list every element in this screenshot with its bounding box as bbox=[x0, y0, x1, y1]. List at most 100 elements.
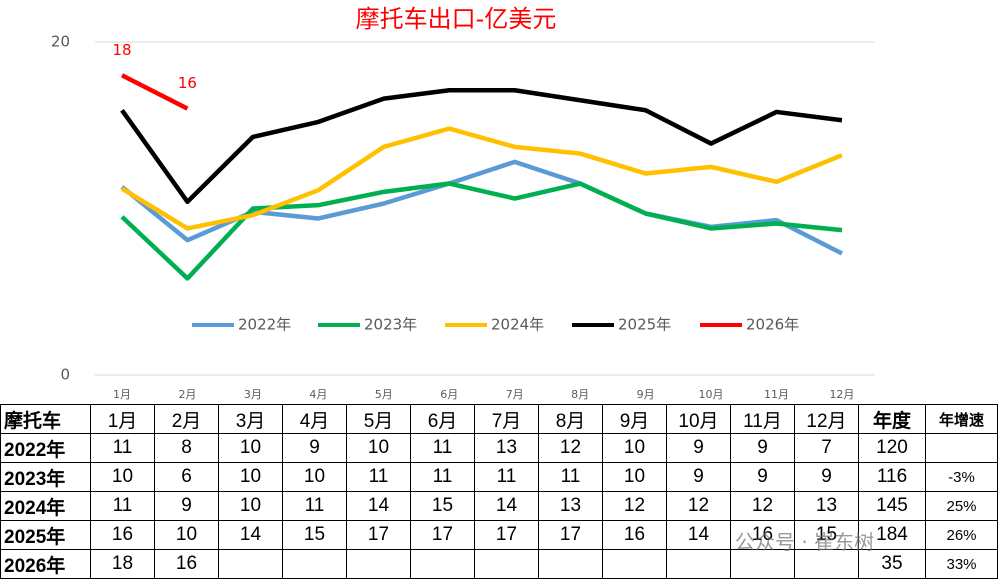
x-tick-label: 3月 bbox=[244, 388, 262, 401]
y-tick-label: 20 bbox=[51, 33, 70, 51]
table-cell: 17 bbox=[474, 520, 539, 550]
table-cell: 16 bbox=[730, 520, 795, 550]
table-cell: 16 bbox=[90, 520, 155, 550]
table-cell: 15 bbox=[410, 491, 475, 521]
legend-label: 2022年 bbox=[238, 316, 291, 334]
table-cell bbox=[346, 549, 411, 579]
table-cell: 15 bbox=[282, 520, 347, 550]
data-label: 18 bbox=[112, 41, 131, 59]
table-cell: 13 bbox=[474, 433, 539, 463]
table-cell: 13 bbox=[538, 491, 603, 521]
table-cell: 184 bbox=[858, 520, 926, 550]
x-tick-label: 1月 bbox=[113, 388, 131, 401]
table-cell bbox=[282, 549, 347, 579]
table-cell: 11 bbox=[410, 433, 475, 463]
table-cell: 2026年 bbox=[0, 549, 91, 579]
table-cell: 12 bbox=[538, 433, 603, 463]
table-cell: 12 bbox=[602, 491, 667, 521]
table-cell: 12 bbox=[730, 491, 795, 521]
table-cell: 2024年 bbox=[0, 491, 91, 521]
table-cell: 14 bbox=[218, 520, 283, 550]
table-cell: 10 bbox=[602, 462, 667, 492]
table-cell: 2025年 bbox=[0, 520, 91, 550]
legend-label: 2025年 bbox=[618, 316, 671, 334]
legend-label: 2026年 bbox=[746, 316, 799, 334]
table-row: 2023年 10 6 10 10 11 11 11 11 10 9 9 9 116 -3% bbox=[0, 462, 998, 492]
table-cell: 14 bbox=[474, 491, 539, 521]
table-cell: 17 bbox=[410, 520, 475, 550]
table-cell: 25% bbox=[925, 491, 998, 521]
table-cell: 9 bbox=[666, 462, 731, 492]
table-cell: 13 bbox=[794, 491, 859, 521]
x-tick-label: 8月 bbox=[571, 388, 589, 401]
table-cell bbox=[666, 549, 731, 579]
series-line bbox=[120, 88, 843, 205]
table-cell: 3月 bbox=[218, 404, 283, 434]
table-cell: 9 bbox=[730, 433, 795, 463]
table-cell: 10 bbox=[602, 433, 667, 463]
table-cell: 11 bbox=[346, 462, 411, 492]
table-cell: 16 bbox=[154, 549, 219, 579]
table-cell: 120 bbox=[858, 433, 926, 463]
table-cell: 8月 bbox=[538, 404, 603, 434]
table-cell bbox=[794, 549, 859, 579]
table-cell: 17 bbox=[346, 520, 411, 550]
table-cell: 10 bbox=[154, 520, 219, 550]
x-tick-label: 11月 bbox=[764, 388, 789, 401]
table-cell bbox=[538, 549, 603, 579]
table-cell: 12月 bbox=[794, 404, 859, 434]
table-cell: 116 bbox=[858, 462, 926, 492]
table-cell: 11 bbox=[90, 433, 155, 463]
x-tick-label: 10月 bbox=[699, 388, 724, 401]
y-tick-label: 0 bbox=[60, 366, 70, 384]
table-cell: 年度 bbox=[858, 404, 926, 434]
table-cell: 6 bbox=[154, 462, 219, 492]
data-table: 摩托车 1月 2月 3月 4月 5月 6月 7月 8月 9月 10月 11月 12月 年度 年增速 2022年… bbox=[0, 404, 998, 579]
table-cell: 7 bbox=[794, 433, 859, 463]
table-row: 2022年 11 8 10 9 10 11 13 12 10 9 9 7 120 bbox=[0, 433, 998, 463]
table-cell: 14 bbox=[666, 520, 731, 550]
table-cell bbox=[218, 549, 283, 579]
table-cell: 14 bbox=[346, 491, 411, 521]
table-cell: 17 bbox=[538, 520, 603, 550]
table-cell: 11 bbox=[410, 462, 475, 492]
table-row: 2024年 11 9 10 11 14 15 14 13 12 12 12 13 145 25% bbox=[0, 491, 998, 521]
table-cell: 9 bbox=[282, 433, 347, 463]
x-tick-label: 12月 bbox=[829, 388, 854, 401]
watermark: 公众号 · 崔东树 bbox=[735, 530, 875, 554]
table-cell: 10 bbox=[282, 462, 347, 492]
table-cell bbox=[410, 549, 475, 579]
table-cell: 5月 bbox=[346, 404, 411, 434]
table-cell: 11 bbox=[282, 491, 347, 521]
table-cell: 12 bbox=[666, 491, 731, 521]
table-row: 2026年 18 16 35 33% bbox=[0, 549, 998, 579]
x-tick-label: 9月 bbox=[637, 388, 655, 401]
table-cell: 145 bbox=[858, 491, 926, 521]
table-cell: 10 bbox=[218, 462, 283, 492]
table-cell bbox=[602, 549, 667, 579]
table-cell: 7月 bbox=[474, 404, 539, 434]
table-cell: 9 bbox=[666, 433, 731, 463]
table-cell: 2月 bbox=[154, 404, 219, 434]
table-cell: 1月 bbox=[90, 404, 155, 434]
table-row: 摩托车 1月 2月 3月 4月 5月 6月 7月 8月 9月 10月 11月 12月 年度 年增速 bbox=[0, 404, 998, 434]
legend-label: 2024年 bbox=[491, 316, 544, 334]
table-cell: 11 bbox=[538, 462, 603, 492]
series-line bbox=[120, 159, 843, 256]
table-cell bbox=[925, 433, 998, 463]
table-cell: 6月 bbox=[410, 404, 475, 434]
series-line bbox=[120, 126, 843, 231]
series-line bbox=[120, 73, 189, 111]
table-cell: 年增速 bbox=[925, 404, 998, 434]
x-tick-label: 7月 bbox=[506, 388, 524, 401]
table-cell: 摩托车 bbox=[0, 404, 91, 434]
x-tick-label: 6月 bbox=[440, 388, 458, 401]
chart-title: 摩托车出口-亿美元 bbox=[356, 5, 557, 33]
table-cell: 10 bbox=[218, 433, 283, 463]
table-cell bbox=[474, 549, 539, 579]
table-cell: 26% bbox=[925, 520, 998, 550]
table-cell: 18 bbox=[90, 549, 155, 579]
x-tick-label: 2月 bbox=[178, 388, 196, 401]
x-tick-label: 5月 bbox=[375, 388, 393, 401]
